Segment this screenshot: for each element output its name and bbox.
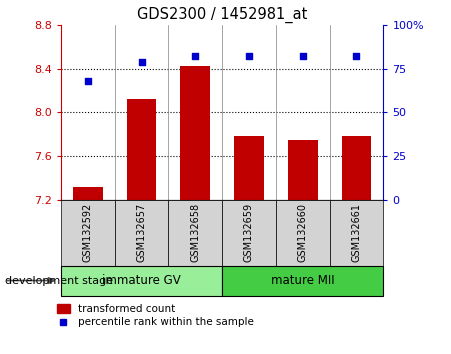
Bar xyxy=(180,67,210,200)
Bar xyxy=(222,200,276,266)
Bar xyxy=(73,187,102,200)
Text: GSM132592: GSM132592 xyxy=(83,203,93,262)
Point xyxy=(138,59,145,64)
Point xyxy=(84,78,92,84)
Legend: transformed count, percentile rank within the sample: transformed count, percentile rank withi… xyxy=(57,304,254,327)
Text: GSM132659: GSM132659 xyxy=(244,203,254,262)
Text: GSM132658: GSM132658 xyxy=(190,203,200,262)
Text: GSM132660: GSM132660 xyxy=(298,203,308,262)
Point xyxy=(245,53,253,59)
Bar xyxy=(234,137,264,200)
Bar xyxy=(342,137,371,200)
Point xyxy=(353,53,360,59)
Point xyxy=(299,53,306,59)
Bar xyxy=(61,266,222,296)
Title: GDS2300 / 1452981_at: GDS2300 / 1452981_at xyxy=(137,7,307,23)
Bar xyxy=(330,200,383,266)
Bar xyxy=(288,140,318,200)
Text: development stage: development stage xyxy=(5,275,113,286)
Text: immature GV: immature GV xyxy=(102,274,181,287)
Text: GSM132661: GSM132661 xyxy=(351,203,362,262)
Bar xyxy=(168,200,222,266)
Text: mature MII: mature MII xyxy=(271,274,335,287)
Bar xyxy=(61,200,115,266)
Bar xyxy=(115,200,168,266)
Bar xyxy=(127,99,156,200)
Point xyxy=(192,53,199,59)
Text: GSM132657: GSM132657 xyxy=(137,203,147,262)
Bar xyxy=(222,266,383,296)
Bar xyxy=(276,200,330,266)
